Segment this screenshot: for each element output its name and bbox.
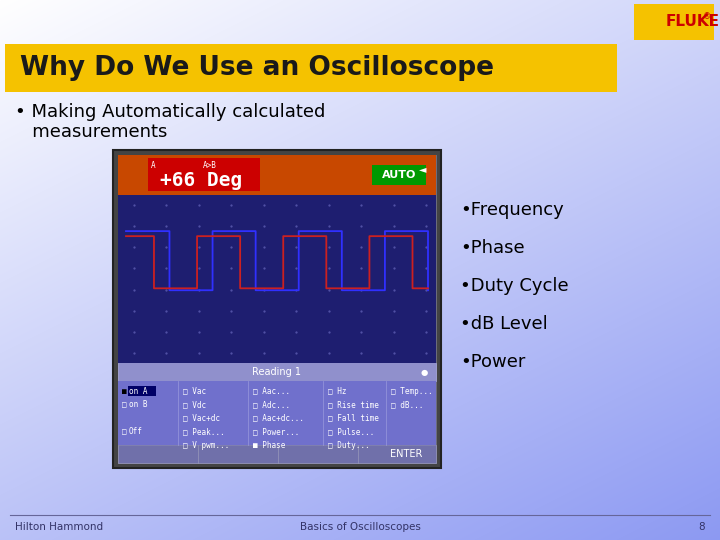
Text: Basics of Oscilloscopes: Basics of Oscilloscopes bbox=[300, 522, 420, 532]
Text: AUTO: AUTO bbox=[382, 170, 416, 180]
FancyBboxPatch shape bbox=[5, 44, 617, 92]
Text: □ Hz: □ Hz bbox=[328, 387, 346, 395]
Text: on A: on A bbox=[129, 387, 148, 395]
Text: measurements: measurements bbox=[15, 123, 167, 141]
Text: +66 Deg: +66 Deg bbox=[160, 172, 242, 191]
Text: •Phase: •Phase bbox=[460, 239, 525, 257]
Text: □: □ bbox=[122, 427, 127, 436]
FancyBboxPatch shape bbox=[128, 386, 156, 396]
Text: □ Peak...: □ Peak... bbox=[183, 427, 225, 436]
Text: □ Fall time: □ Fall time bbox=[328, 414, 379, 422]
Text: ■: ■ bbox=[122, 387, 127, 395]
Text: □ V pwm...: □ V pwm... bbox=[183, 441, 229, 449]
FancyBboxPatch shape bbox=[118, 445, 436, 463]
Text: ◄: ◄ bbox=[418, 164, 426, 174]
FancyBboxPatch shape bbox=[118, 155, 436, 195]
Text: FLUKE: FLUKE bbox=[666, 15, 720, 30]
FancyBboxPatch shape bbox=[634, 4, 714, 40]
FancyBboxPatch shape bbox=[118, 155, 436, 463]
Text: □ Rise time: □ Rise time bbox=[328, 400, 379, 409]
FancyBboxPatch shape bbox=[148, 158, 260, 191]
Text: ®: ® bbox=[703, 12, 711, 22]
FancyBboxPatch shape bbox=[118, 195, 436, 363]
Text: • Making Automatically calculated: • Making Automatically calculated bbox=[15, 103, 325, 121]
Text: □ Power...: □ Power... bbox=[253, 427, 300, 436]
Text: □ Pulse...: □ Pulse... bbox=[328, 427, 374, 436]
Text: Off: Off bbox=[129, 427, 143, 436]
FancyBboxPatch shape bbox=[118, 381, 436, 445]
Text: □ Aac+dc...: □ Aac+dc... bbox=[253, 414, 304, 422]
Text: □ Vdc: □ Vdc bbox=[183, 400, 206, 409]
Text: A: A bbox=[151, 160, 156, 170]
Text: ■ Phase: ■ Phase bbox=[253, 441, 285, 449]
Text: •Power: •Power bbox=[460, 353, 526, 371]
FancyBboxPatch shape bbox=[113, 150, 441, 468]
Text: ●: ● bbox=[420, 368, 428, 376]
Text: Hilton Hammond: Hilton Hammond bbox=[15, 522, 103, 532]
Text: •Duty Cycle: •Duty Cycle bbox=[460, 277, 569, 295]
Text: on B: on B bbox=[129, 400, 148, 409]
Text: •Frequency: •Frequency bbox=[460, 201, 564, 219]
FancyBboxPatch shape bbox=[118, 363, 436, 381]
Text: □ Vac: □ Vac bbox=[183, 387, 206, 395]
Text: □: □ bbox=[122, 400, 127, 409]
Text: □ Duty...: □ Duty... bbox=[328, 441, 369, 449]
Text: Why Do We Use an Oscilloscope: Why Do We Use an Oscilloscope bbox=[20, 55, 494, 81]
Text: •dB Level: •dB Level bbox=[460, 315, 548, 333]
Text: □ Vac+dc: □ Vac+dc bbox=[183, 414, 220, 422]
Text: □ Aac...: □ Aac... bbox=[253, 387, 290, 395]
Text: A>B: A>B bbox=[203, 160, 217, 170]
FancyBboxPatch shape bbox=[372, 165, 426, 185]
Text: ENTER: ENTER bbox=[390, 449, 422, 459]
Text: □ Adc...: □ Adc... bbox=[253, 400, 290, 409]
Text: □ dB...: □ dB... bbox=[391, 400, 423, 409]
Text: Reading 1: Reading 1 bbox=[253, 367, 302, 377]
Text: □ Temp...: □ Temp... bbox=[391, 387, 433, 395]
Text: 8: 8 bbox=[698, 522, 705, 532]
